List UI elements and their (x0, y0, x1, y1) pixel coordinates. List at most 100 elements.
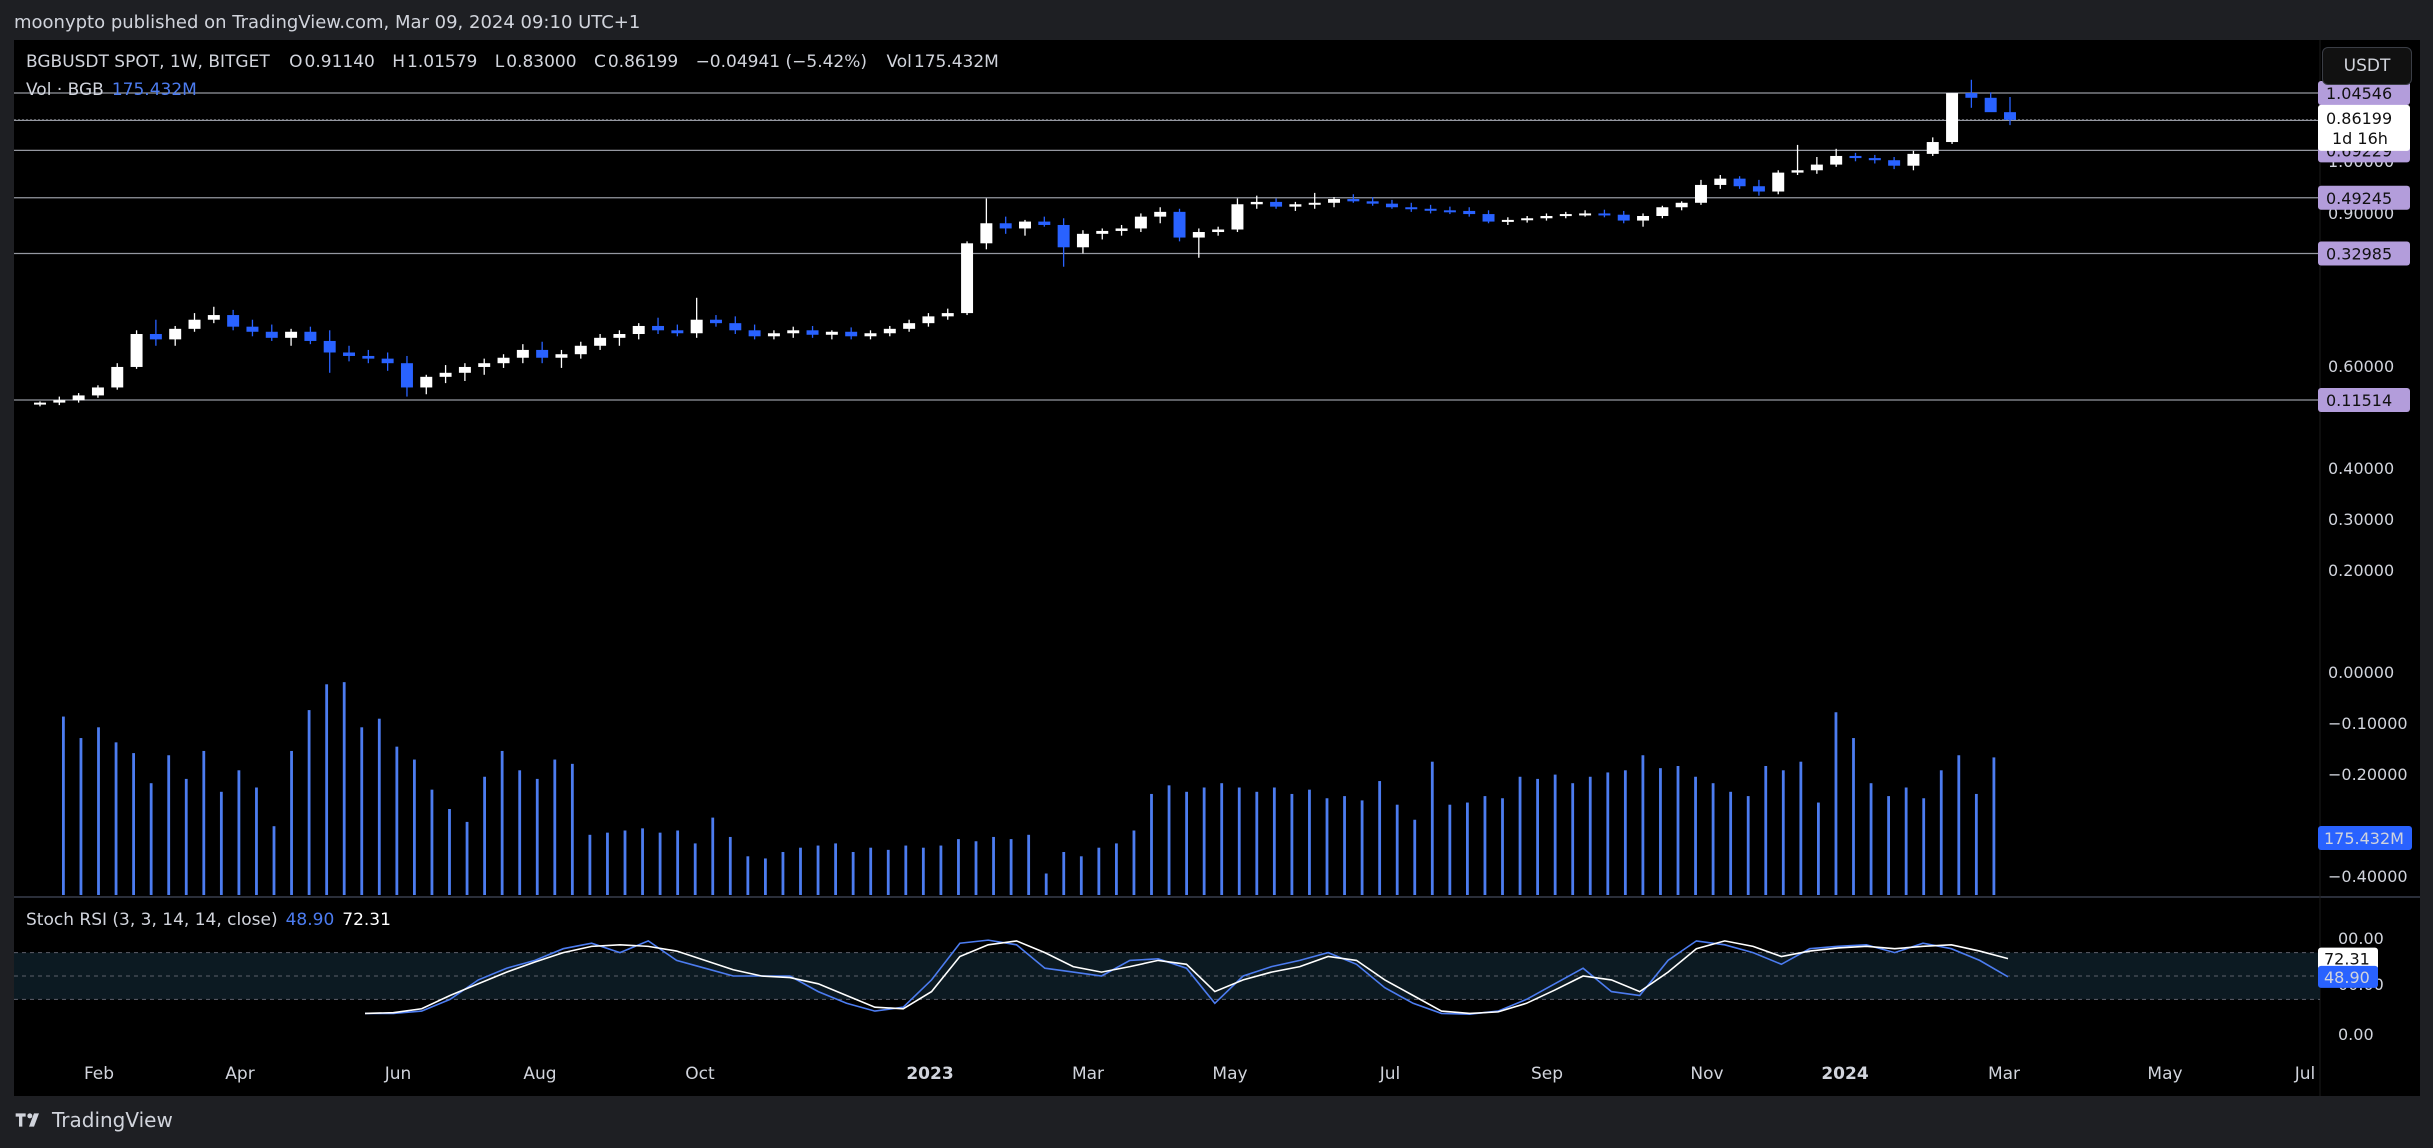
volume-bar (1922, 798, 1926, 895)
footer-brand[interactable]: TradingView (14, 1108, 173, 1132)
stoch-tick-label: 00.00 (2338, 929, 2384, 948)
candle-body (1772, 172, 1785, 192)
tradingview-logo-icon (15, 1113, 39, 1127)
stoch-d-line (364, 940, 2009, 1015)
candle-body (574, 345, 587, 355)
candle-body (1096, 230, 1109, 234)
volume-bar (1781, 770, 1785, 895)
volume-bar (1237, 787, 1241, 895)
volume-bar (693, 843, 697, 895)
volume-bar (377, 718, 381, 895)
time-tick-label: 2023 (906, 1064, 953, 1084)
candle-body (1714, 178, 1727, 185)
time-tick-label: Mar (1072, 1064, 1104, 1084)
volume-bar (1202, 787, 1206, 895)
candle-body (1965, 93, 1978, 98)
level-price-label-bg (2318, 388, 2410, 412)
candle-body (72, 395, 85, 401)
candle-body (1830, 155, 1843, 165)
candle-body (362, 355, 375, 359)
candle-body (1308, 202, 1321, 205)
candle-body (632, 325, 645, 335)
volume-bar (781, 852, 785, 895)
candle-body (285, 331, 298, 338)
stoch-rsi-legend[interactable]: Stoch RSI (3, 3, 14, 14, close) 48.90 72.3… (26, 910, 391, 930)
candle-body (961, 243, 974, 314)
volume-bar (1378, 781, 1382, 895)
volume-bar (658, 832, 662, 895)
volume-bar (1290, 793, 1294, 895)
time-tick-label: Oct (685, 1064, 715, 1084)
vol-label: Vol (886, 52, 912, 72)
chart-panel[interactable] (14, 40, 2420, 1096)
candle-body (883, 328, 896, 334)
close-value: 0.86199 (607, 52, 679, 72)
candle-body (1385, 203, 1398, 208)
stoch-k-value: 48.90 (285, 910, 335, 930)
volume-bar (728, 836, 732, 895)
stoch-d-axis-label-bg (2318, 947, 2378, 970)
candle-body (1250, 201, 1263, 205)
time-axis[interactable]: Feb Apr Jun Aug Oct 2023 Mar May Jul Sep Nov 2024 Ma… (84, 1064, 2315, 1084)
volume-axis-label: 175.432M (2324, 829, 2404, 848)
volume-legend[interactable]: Vol · BGB 175.432M (26, 80, 197, 100)
candle-body (999, 223, 1012, 229)
volume-bar (1852, 738, 1855, 895)
candle-body (1868, 158, 1881, 161)
time-tick-label: Sep (1531, 1064, 1563, 1084)
candle-body (941, 313, 954, 317)
price-axis[interactable]: 1.100001.000000.900000.600000.400000.300… (2328, 102, 2408, 1044)
volume-bar (641, 828, 644, 895)
volume-bar (834, 843, 837, 895)
candle-body (381, 358, 394, 364)
candle-body (265, 331, 278, 338)
current-price-label-bg (2318, 104, 2410, 151)
price-tick-label: −0.10000 (2328, 714, 2408, 733)
candle-body (1134, 216, 1147, 229)
volume-bar (1413, 819, 1417, 895)
volume-bar (623, 830, 627, 895)
volume-bar (570, 763, 574, 895)
candle-body (207, 315, 220, 320)
candle-body (516, 349, 529, 358)
volume-bar (1536, 778, 1539, 895)
volume-bar (500, 750, 504, 895)
candle-body (1579, 213, 1592, 216)
open-value: 0.91140 (304, 52, 375, 72)
volume-bar (676, 830, 680, 895)
candle-body (1946, 93, 1959, 143)
level-price-label: 0.32985 (2326, 245, 2392, 264)
candle-body (825, 331, 838, 335)
volume-bar (1097, 847, 1101, 895)
volume-bar (1887, 796, 1890, 895)
candle-body (671, 330, 684, 334)
volume-bar (1167, 785, 1171, 895)
level-price-label-bg (2318, 241, 2410, 266)
candle-body (1637, 215, 1650, 221)
horizontal-levels (14, 92, 2320, 401)
volume-bar (1343, 796, 1346, 895)
volume-bar (1466, 802, 1469, 895)
currency-button[interactable]: USDT (2322, 47, 2412, 85)
candle-body (1984, 97, 1997, 113)
candle-body (1154, 211, 1167, 217)
time-tick-label: Jul (1379, 1064, 1401, 1084)
volume-bar (518, 770, 522, 895)
volume-bar (799, 847, 802, 895)
candle-body (1791, 170, 1804, 173)
volume-bar (1255, 791, 1259, 895)
price-tick-label: 0.20000 (2328, 561, 2394, 580)
candle-body (1443, 210, 1456, 213)
volume-bar (272, 826, 276, 895)
stoch-d-axis-label: 72.31 (2324, 950, 2370, 969)
candle-body (1173, 211, 1186, 238)
time-tick-label: Jun (384, 1064, 412, 1084)
volume-bar (465, 821, 469, 895)
stoch-tick-label: 0.00 (2338, 1025, 2374, 1044)
volume-bar (1992, 757, 1996, 895)
volume-bar (535, 778, 539, 895)
volume-bar (219, 791, 223, 895)
volume-bar (1518, 776, 1522, 895)
publisher-info: moonypto published on TradingView.com, M… (14, 12, 641, 33)
